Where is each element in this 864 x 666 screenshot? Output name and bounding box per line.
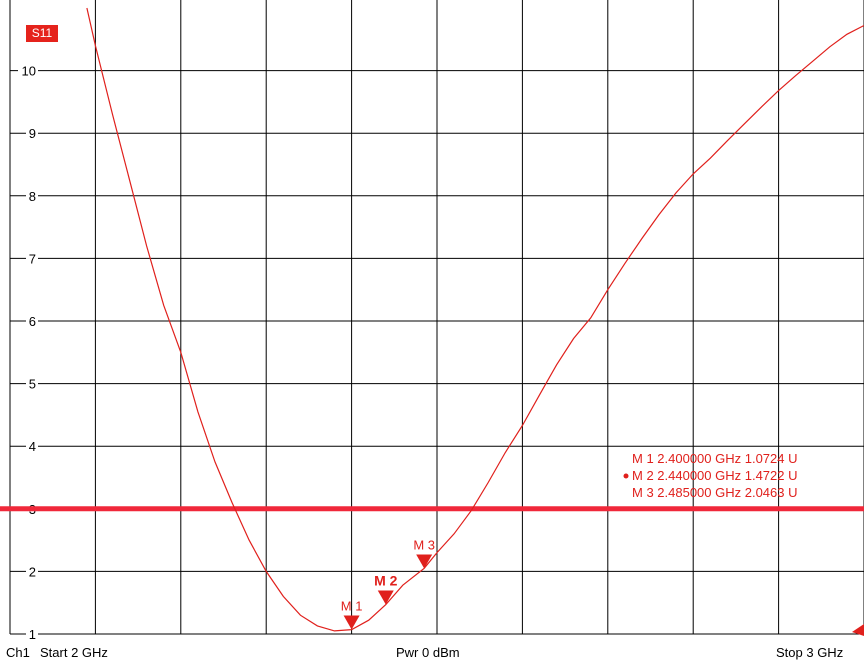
markers-group: M 1 M 2 M 3	[341, 538, 435, 630]
marker-triangle	[416, 554, 433, 569]
marker-triangle	[377, 590, 394, 605]
grid	[9, 0, 864, 635]
marker-label: M 3	[413, 538, 435, 553]
start-frequency: Start 2 GHz	[40, 645, 108, 660]
trace-group	[86, 7, 864, 632]
marker-readout-row: M 2 2.440000 GHz 1.4722 U	[632, 468, 798, 483]
marker-readout-row: M 3 2.485000 GHz 2.0463 U	[632, 485, 798, 500]
y-tick-label-bg	[26, 375, 38, 391]
y-axis-ticks: 12345678910	[18, 62, 38, 640]
y-tick-label-bg	[26, 187, 38, 203]
active-marker-dot	[623, 473, 629, 479]
y-tick-label: 5	[29, 377, 36, 392]
y-tick-label: 1	[29, 627, 36, 640]
y-tick-label-bg	[26, 438, 38, 454]
marker-label: M 2	[374, 572, 398, 588]
stop-marker-group	[852, 624, 864, 636]
y-tick-label-bg	[26, 563, 38, 579]
smith-sweep-plot: 12345678910 M 1M 2M 3 M 1 2.400000 GHz 1…	[0, 0, 864, 640]
y-tick-label: 8	[29, 189, 36, 204]
y-tick-label: 4	[29, 439, 36, 454]
marker-triangle	[343, 615, 360, 630]
y-tick-label: 2	[29, 564, 36, 579]
y-tick-label: 10	[22, 64, 36, 79]
y-tick-label-bg	[26, 125, 38, 141]
channel-label: Ch1	[6, 645, 30, 660]
marker-label: M 1	[341, 598, 363, 613]
stop-marker-arrow	[852, 624, 864, 636]
y-tick-label-bg	[18, 62, 38, 78]
s11-trace-line	[86, 7, 864, 632]
trace-badge-s11[interactable]: S11	[26, 25, 58, 42]
y-tick-label-bg	[26, 313, 38, 328]
y-tick-label-bg	[26, 250, 38, 266]
y-tick-label: 9	[29, 126, 36, 141]
stop-frequency: Stop 3 GHz	[776, 645, 844, 660]
y-tick-label-bg	[26, 626, 38, 640]
power-level: Pwr 0 dBm	[396, 645, 460, 660]
y-tick-label: 6	[29, 314, 36, 329]
marker-table: M 1 2.400000 GHz 1.0724 U M 2 2.440000 GH…	[623, 451, 798, 500]
y-tick-label: 7	[29, 251, 36, 266]
marker-readout-row: M 1 2.400000 GHz 1.0724 U	[632, 451, 798, 466]
